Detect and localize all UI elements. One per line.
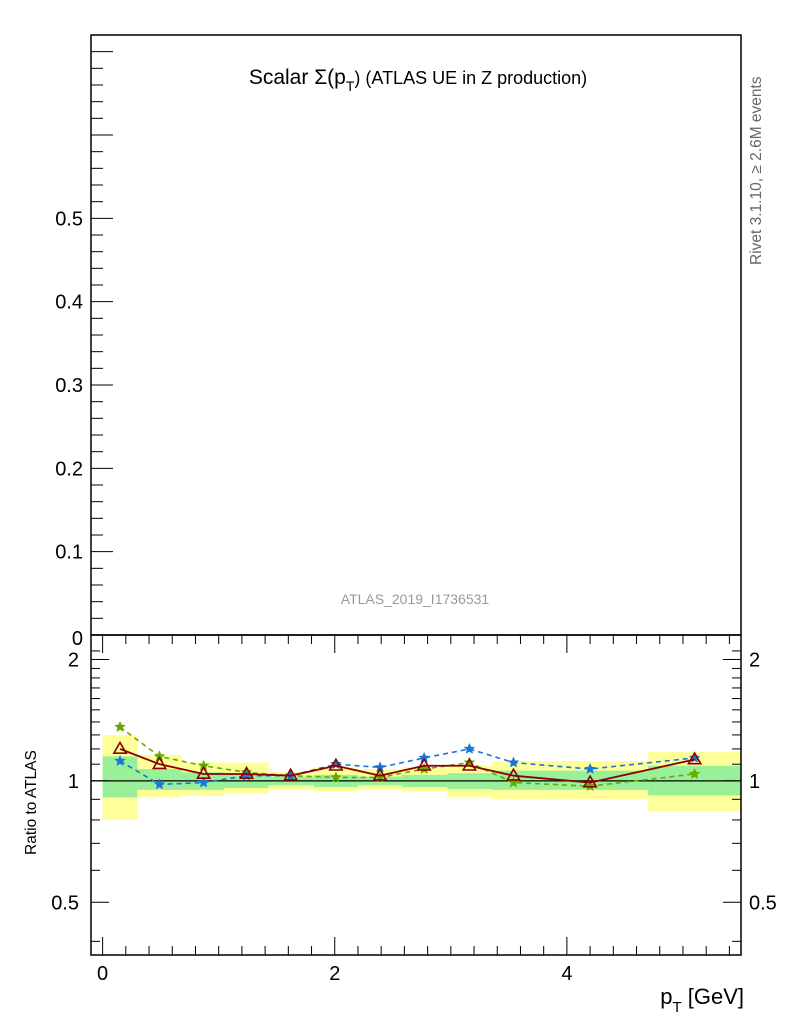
- ratio-panel: 0 2 4 0.5 0.5 1 1 2 2 Ratio to ATLAS pT [GeV]: [23, 634, 777, 1016]
- series-line: [119, 748, 695, 784]
- ratio-y-tick-label-right: 1: [749, 771, 760, 793]
- data-point-star: [153, 778, 166, 790]
- data-point-star: [114, 754, 126, 766]
- data-point-star: [507, 756, 520, 768]
- series-line: [119, 726, 695, 788]
- main-y-tick-label: 0.4: [55, 292, 83, 314]
- x-tick-label: 4: [561, 963, 572, 985]
- data-point-triangle: [328, 757, 344, 771]
- ratio-y-tick-label: 0.5: [51, 892, 79, 914]
- main-title: Scalar Σ(pT) (ATLAS UE in Z production): [249, 66, 587, 94]
- main-y-tick-label: 0.3: [55, 375, 83, 397]
- ratio-y-axis-label: Ratio to ATLAS: [23, 750, 40, 855]
- main-y-tick-label: 0.5: [55, 208, 83, 230]
- data-point-triangle: [505, 767, 522, 781]
- data-point-star: [507, 776, 520, 788]
- data-point-triangle: [461, 757, 477, 771]
- rivet-side-label: Rivet 3.1.10, ≥ 2.6M events: [748, 76, 765, 265]
- data-point-triangle: [283, 767, 299, 781]
- ratio-y-tick-label-right: 2: [749, 649, 760, 671]
- data-point-triangle: [687, 751, 703, 765]
- data-point-triangle: [112, 740, 128, 754]
- main-y-tick-label: 0.2: [55, 458, 83, 480]
- x-axis-label: pT [GeV]: [660, 984, 744, 1016]
- data-point-triangle: [151, 756, 168, 770]
- x-axis-label-unit: [GeV]: [682, 984, 744, 1009]
- x-tick-label: 0: [97, 963, 108, 985]
- title-prefix: Scalar: [249, 66, 314, 89]
- main-y-tick-label: 0.1: [55, 542, 83, 564]
- x-axis-label-subscript: T: [672, 999, 681, 1016]
- data-point-triangle: [238, 765, 255, 780]
- title-subscript: T: [346, 78, 355, 94]
- x-tick-label: 2: [329, 963, 340, 985]
- ratio-y-tick-label-right: 0.5: [749, 892, 777, 914]
- series-8b0000-group: [112, 740, 703, 788]
- ratio-y-tick-label: 1: [68, 771, 79, 793]
- x-axis-label-p: p: [660, 984, 672, 1009]
- ratio-ticks: [91, 635, 741, 955]
- data-point-triangle: [416, 757, 432, 771]
- data-point-triangle: [372, 767, 388, 781]
- main-y-ticks: [91, 34, 113, 619]
- data-point-triangle: [196, 765, 212, 780]
- series-line: [119, 748, 695, 786]
- data-point-triangle: [582, 774, 598, 788]
- main-y-zero-label: 0: [72, 628, 83, 650]
- main-plot-frame: [90, 34, 742, 636]
- data-point-star: [463, 742, 476, 754]
- data-point-star: [330, 771, 342, 783]
- main-panel: 0.1 0.2 0.3 0.4 0.5 0 Scalar Σ(pT) (ATLAS UE …: [55, 34, 765, 650]
- data-point-star: [197, 776, 210, 788]
- data-point-star: [114, 720, 126, 732]
- title-sigma: Σ(p: [314, 66, 346, 89]
- title-suffix: ) (ATLAS UE in Z production): [354, 68, 587, 88]
- ratio-tick-labels: 0 2 4 0.5 0.5 1 1 2 2: [51, 649, 777, 985]
- data-point-star: [688, 767, 701, 779]
- data-point-star: [584, 762, 596, 774]
- ratio-plot-frame: [90, 634, 742, 956]
- ratio-series: [112, 720, 703, 792]
- analysis-watermark: ATLAS_2019_I1736531: [341, 591, 490, 607]
- ratio-y-tick-label: 2: [68, 649, 79, 671]
- main-y-tick-labels: 0.1 0.2 0.3 0.4 0.5 0: [55, 208, 83, 650]
